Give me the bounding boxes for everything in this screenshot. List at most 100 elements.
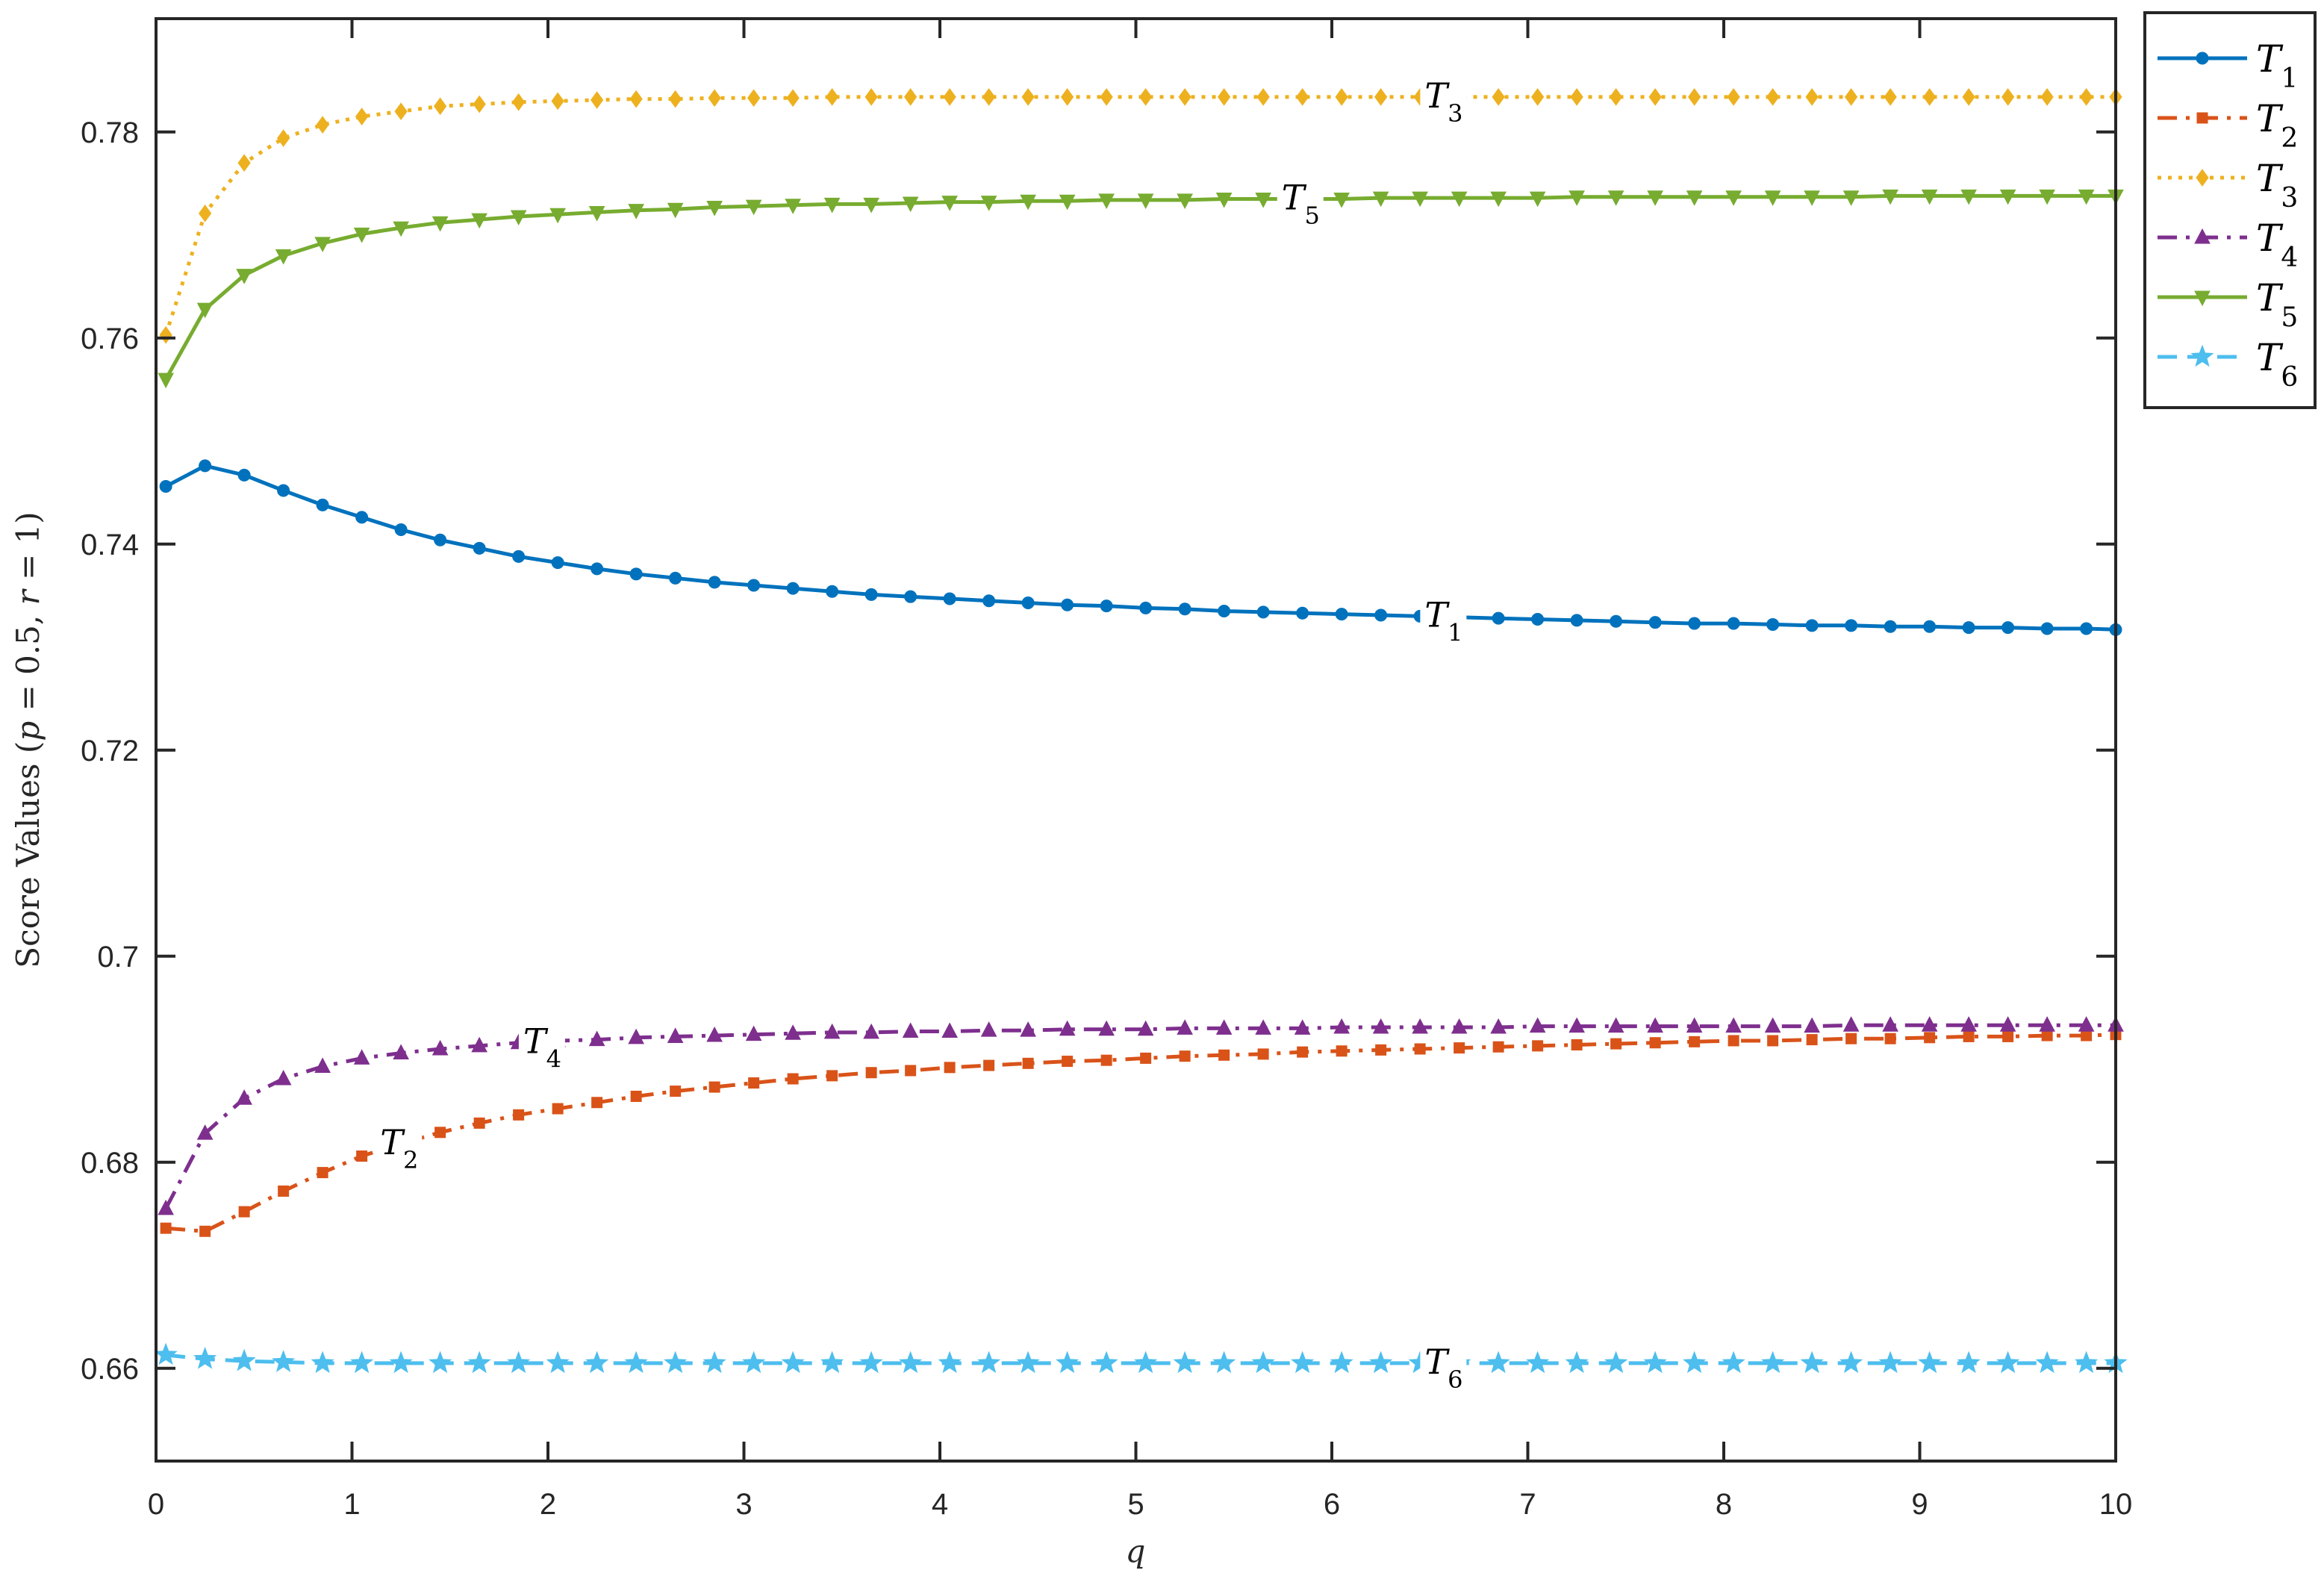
series-t3-point	[629, 90, 643, 108]
series-t3-point	[1178, 88, 1191, 106]
series-t2-point	[748, 1077, 760, 1089]
series-t5-point	[2039, 189, 2055, 205]
series-t2-point	[1728, 1035, 1739, 1047]
x-tick-label: 3	[735, 1488, 752, 1521]
series-t5-point	[1921, 189, 1938, 205]
series-t5-point	[1098, 193, 1115, 209]
series-t4-point	[588, 1030, 605, 1047]
series-t1-point	[1256, 605, 1270, 619]
series-t4-point	[863, 1023, 879, 1039]
series-t6-point	[1330, 1351, 1353, 1374]
legend-entry-t1: T1	[2158, 37, 2298, 94]
series-t3-point	[1688, 88, 1701, 106]
series-t6-point	[1565, 1351, 1589, 1374]
series-t2-point	[2002, 1030, 2014, 1042]
series-t6-point	[1643, 1351, 1667, 1374]
series-t6-point	[1604, 1351, 1628, 1374]
legend-marker-t2	[2196, 112, 2208, 124]
series-t1-point	[1335, 608, 1348, 621]
series-t4-point	[1137, 1020, 1154, 1036]
series-t6-point	[781, 1351, 805, 1374]
plot-series	[154, 88, 2128, 1374]
series-t2-point	[160, 1222, 172, 1234]
series-t5-point	[275, 249, 292, 265]
series-t5-point	[785, 199, 801, 214]
series-t1-point	[747, 579, 761, 592]
series-t4-point	[1529, 1017, 1546, 1033]
series-t5-point	[1725, 190, 1742, 206]
series-t4-point	[1255, 1019, 1271, 1035]
series-t6-point	[1056, 1351, 1080, 1374]
series-t6-point	[272, 1350, 296, 1372]
series-t2-annotation-bg	[376, 1124, 423, 1163]
series-t3-point	[434, 97, 447, 116]
series-t4-point	[158, 1199, 174, 1215]
series-t4-point	[1372, 1018, 1389, 1034]
series-t6-point	[193, 1346, 217, 1369]
y-axis-title: Score Values (p = 0.5, r = 1)	[10, 511, 46, 968]
x-tick-label: 6	[1324, 1488, 1340, 1521]
series-t1-point	[1923, 620, 1937, 633]
series-t6	[154, 1342, 2128, 1374]
series-t4-point	[667, 1027, 684, 1043]
series-t3-point	[786, 89, 800, 108]
series-t2-point	[238, 1206, 250, 1218]
series-t6-point	[1957, 1351, 1981, 1374]
series-t1-point	[434, 533, 447, 546]
series-t4-point	[432, 1039, 449, 1056]
series-t1-point	[1178, 602, 1191, 616]
series-t6-point	[1996, 1351, 2020, 1374]
series-t4-point	[1842, 1016, 1860, 1032]
series-t2-point	[1218, 1049, 1230, 1061]
series-t2-point	[1062, 1056, 1074, 1068]
series-t1-point	[943, 592, 956, 605]
series-t5-point	[941, 196, 958, 211]
series-t2-point	[1806, 1034, 1818, 1046]
series-t4-point	[353, 1049, 370, 1065]
series-t6-point	[1526, 1351, 1550, 1374]
series-t3-point	[2080, 88, 2093, 106]
series-t3-point	[1845, 88, 1858, 106]
series-t4-point	[471, 1036, 487, 1053]
series-t3-point	[1648, 88, 1662, 106]
series-t4-point	[1490, 1018, 1507, 1034]
series-t5-point	[745, 199, 762, 216]
legend-label-t3: T3	[2256, 157, 2298, 214]
series-t1-point	[1610, 614, 1623, 628]
series-t3-point	[1492, 88, 1505, 106]
series-t2-point	[356, 1150, 368, 1162]
series-t6-point	[899, 1351, 923, 1374]
series-t2-point	[513, 1109, 525, 1121]
series-t2-point	[591, 1097, 603, 1109]
series-t2-point	[1532, 1040, 1544, 1052]
series-t3-point	[747, 89, 761, 108]
series-t4-point	[1764, 1017, 1781, 1033]
series-t5-point	[1137, 193, 1154, 209]
series-t5-point	[1607, 190, 1624, 206]
series-t5-point	[549, 208, 566, 224]
series-t3-point	[2040, 88, 2054, 106]
series-t4-point	[1647, 1017, 1663, 1033]
series-t6-annotation: T6	[1424, 1342, 1462, 1394]
series-t3-point	[943, 88, 956, 106]
x-tick-label: 1	[343, 1488, 360, 1521]
series-t5-point	[706, 201, 723, 217]
series-t6-point	[311, 1351, 334, 1374]
series-t6-point	[938, 1351, 962, 1374]
series-t6-point	[1722, 1351, 1745, 1374]
series-t5	[158, 189, 2124, 389]
series-t3-point	[1766, 88, 1780, 106]
series-t3-point	[1805, 88, 1819, 106]
series-t1-point	[1766, 617, 1780, 631]
series-t5-annotation: T5	[1282, 178, 1320, 230]
series-t6-point	[1486, 1351, 1510, 1374]
series-t4-point	[1999, 1016, 2016, 1032]
series-t6-point	[859, 1351, 883, 1374]
series-t6-point	[664, 1351, 688, 1374]
series-t2-point	[1336, 1045, 1348, 1057]
y-axis-title-prefix: Score Values (	[10, 741, 46, 968]
x-tick-label: 8	[1716, 1488, 1732, 1521]
series-t4-point	[1568, 1017, 1585, 1033]
